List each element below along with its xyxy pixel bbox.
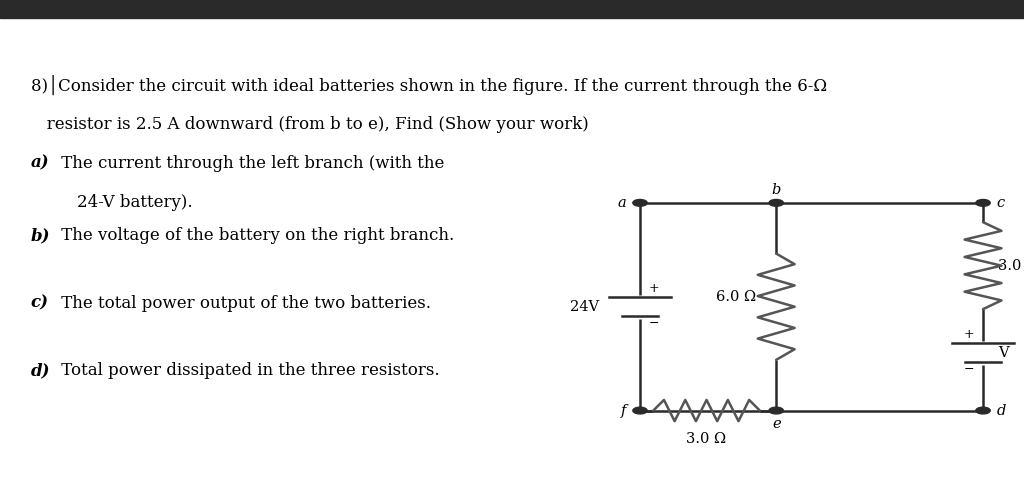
Text: −: − [964, 363, 974, 376]
Text: c): c) [31, 295, 49, 312]
Circle shape [633, 199, 647, 206]
Text: 3.0 Ω: 3.0 Ω [998, 259, 1024, 272]
Text: Total power dissipated in the three resistors.: Total power dissipated in the three resi… [56, 362, 440, 379]
Text: 24-V battery).: 24-V battery). [56, 194, 193, 211]
Text: d): d) [31, 362, 50, 379]
Circle shape [976, 407, 990, 414]
Bar [0, 0, 1024, 18]
Text: d: d [996, 404, 1006, 417]
Text: +: + [964, 328, 974, 341]
Text: c: c [996, 196, 1005, 210]
Text: a): a) [31, 155, 49, 171]
Text: b): b) [31, 227, 50, 244]
Text: V: V [998, 346, 1009, 359]
Text: +: + [649, 282, 659, 295]
Text: 8)│Consider the circuit with ideal batteries shown in the figure. If the current: 8)│Consider the circuit with ideal batte… [31, 75, 826, 95]
Circle shape [633, 407, 647, 414]
Text: b: b [771, 183, 781, 197]
Text: −: − [649, 317, 659, 330]
Circle shape [769, 199, 783, 206]
Text: 24V: 24V [570, 300, 599, 313]
Text: 6.0 Ω: 6.0 Ω [716, 290, 756, 304]
Text: The total power output of the two batteries.: The total power output of the two batter… [56, 295, 431, 312]
Text: e: e [772, 417, 780, 431]
Text: resistor is 2.5 A downward (from b to e), Find (Show your work): resistor is 2.5 A downward (from b to e)… [31, 116, 589, 133]
Text: f: f [622, 404, 627, 417]
Text: The current through the left branch (with the: The current through the left branch (wit… [56, 155, 444, 171]
Circle shape [769, 407, 783, 414]
Text: a: a [617, 196, 627, 210]
Circle shape [976, 199, 990, 206]
Text: The voltage of the battery on the right branch.: The voltage of the battery on the right … [56, 227, 455, 244]
Text: 3.0 Ω: 3.0 Ω [686, 432, 727, 446]
